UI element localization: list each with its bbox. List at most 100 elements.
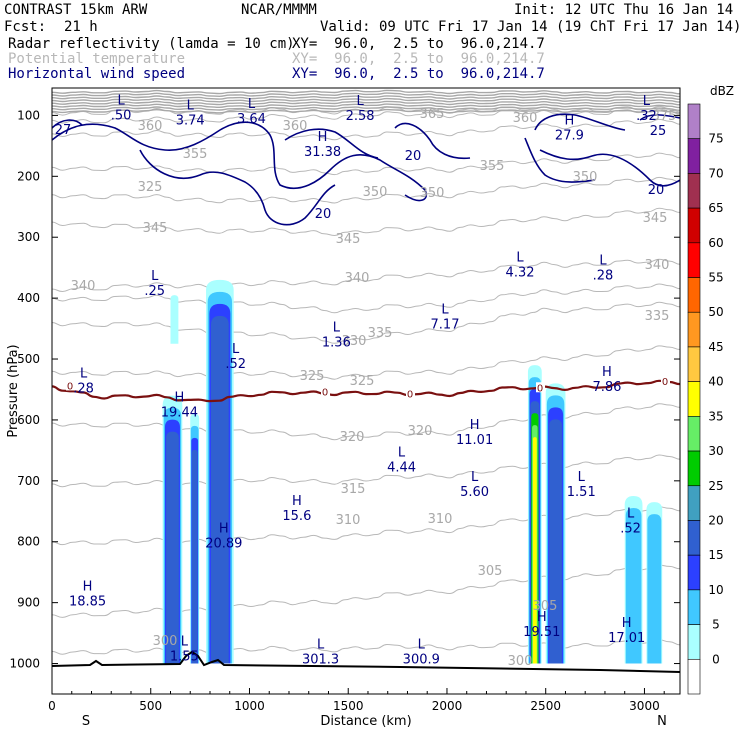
theta-contour-300 <box>52 639 680 655</box>
reflectivity-cell-2-20dbz <box>191 449 198 664</box>
reflectivity-cell-1-5dbz <box>170 295 179 344</box>
theta-contour-label: 330 <box>342 334 367 349</box>
plot-area <box>52 88 680 694</box>
freezing-level-label: 0 <box>67 381 73 392</box>
colorbar-segment <box>687 242 701 278</box>
x-tick-label: 500 <box>139 699 162 713</box>
colorbar-unit: dBZ <box>710 84 734 98</box>
extremum-low-marker: L <box>441 302 449 317</box>
colorbar-segment <box>687 207 701 244</box>
y-tick-label: 400 <box>17 291 40 305</box>
colorbar-segment <box>687 277 701 313</box>
theta-contour-label: 300 <box>508 654 533 669</box>
extremum-high-marker: H <box>565 114 575 129</box>
wind-speed-contour <box>139 149 336 226</box>
colorbar-label: 30 <box>708 444 723 458</box>
field-wind-xy: XY= 96.0, 2.5 to 96.0,214.7 <box>292 66 545 82</box>
colorbar-label: 20 <box>708 513 723 527</box>
reflectivity-cell-0-20dbz <box>166 431 179 664</box>
extremum-low-marker: L <box>187 98 195 113</box>
extremum-value: 3.74 <box>176 113 205 128</box>
extremum-low-marker: L <box>516 251 524 266</box>
y-tick-label: 500 <box>17 352 40 366</box>
theta-contour-label: 300 <box>153 634 178 649</box>
extremum-high-marker: H <box>622 616 632 631</box>
extremum-value: .50 <box>111 108 132 123</box>
field-theta-name: Potential temperature <box>8 51 186 67</box>
extremum-low-marker: L <box>643 94 651 109</box>
theta-contour-label: 360 <box>513 111 538 126</box>
colorbar-segment <box>687 416 701 452</box>
extremum-value: .28 <box>73 381 94 396</box>
extremum-low-marker: L <box>117 93 125 108</box>
theta-contour-label: 355 <box>480 159 505 174</box>
theta-contour-label: 350 <box>573 170 598 185</box>
extremum-value: 1.36 <box>322 336 351 351</box>
theta-contour-305 <box>52 564 680 618</box>
theta-contour-320 <box>52 403 680 441</box>
extremum-value: .52 <box>620 521 641 536</box>
extremum-high-marker: H <box>83 579 93 594</box>
colorbar-label: 35 <box>708 409 723 423</box>
theta-contour-label: 340 <box>71 279 96 294</box>
freezing-level-label: 0 <box>322 388 328 399</box>
theta-band-contour <box>52 106 680 111</box>
wind-speed-contour <box>284 128 379 159</box>
extremum-value: 27.9 <box>555 129 584 144</box>
theta-band-contour <box>52 100 680 106</box>
colorbar-segment <box>687 138 701 174</box>
extremum-value: 5.60 <box>460 485 489 500</box>
colorbar-segment <box>687 450 701 487</box>
theta-band-contour <box>52 108 680 114</box>
extremum-high-marker: H <box>292 494 302 509</box>
extremum-value: .32 <box>636 109 657 124</box>
model-title: CONTRAST 15km ARW <box>4 2 148 18</box>
colorbar-label: 0 <box>712 652 720 666</box>
colorbar-segment <box>687 485 701 521</box>
colorbar-segment <box>687 520 701 556</box>
wind-speed-contour <box>394 122 471 160</box>
theta-contour-330 <box>52 301 680 344</box>
colorbar-label: 25 <box>708 479 723 493</box>
theta-contour-label: 340 <box>645 258 670 273</box>
freezing-label-bg <box>661 376 670 387</box>
extremum-value: 18.85 <box>69 594 106 609</box>
theta-band-contour <box>52 95 680 100</box>
theta-contour-label: 345 <box>143 221 168 236</box>
field-theta-xy: XY= 96.0, 2.5 to 96.0,214.7 <box>292 51 545 67</box>
terrain-surface-line <box>52 650 680 673</box>
y-tick-label: 300 <box>17 230 40 244</box>
extremum-value: 31.38 <box>304 145 341 160</box>
freezing-label-bg <box>406 388 415 399</box>
extremum-high-marker: H <box>602 365 612 380</box>
fcst-value: 21 h <box>64 19 98 35</box>
theta-contour-label: 365 <box>420 107 445 122</box>
x-tick-label: 2500 <box>530 699 561 713</box>
center-label: NCAR/MMMM <box>241 2 317 18</box>
theta-contour-label: 320 <box>340 430 365 445</box>
extremum-high-marker: H <box>537 610 547 625</box>
extremum-value: 2.58 <box>346 109 375 124</box>
colorbar-label: 60 <box>708 236 723 250</box>
reflectivity-cell-6-10dbz <box>625 508 642 664</box>
fcst-label: Fcst: <box>4 19 47 35</box>
y-tick-label: 600 <box>17 413 40 427</box>
extremum-value: 15.6 <box>282 509 311 524</box>
theta-contour-label: 305 <box>533 599 558 614</box>
extremum-value: 3.64 <box>237 112 266 127</box>
freezing-label-bg <box>66 380 75 391</box>
theta-contour-label: 350 <box>363 185 388 200</box>
colorbar-label: 50 <box>708 305 723 319</box>
extremum-value: 20.89 <box>205 537 242 552</box>
reflectivity-cell-7-10dbz <box>647 514 662 664</box>
theta-contour-label: 345 <box>643 211 668 226</box>
colorbar-label: 55 <box>708 271 723 285</box>
y-tick-label: 100 <box>17 108 40 122</box>
theta-contour-label: 325 <box>350 374 375 389</box>
x-end-label-north: N <box>657 714 667 729</box>
wind-speed-contour <box>534 113 626 131</box>
extremum-high-marker: H <box>219 522 229 537</box>
colorbar-label: 40 <box>708 375 723 389</box>
theta-contour-360 <box>52 118 680 141</box>
extremum-low-marker: L <box>333 321 341 336</box>
